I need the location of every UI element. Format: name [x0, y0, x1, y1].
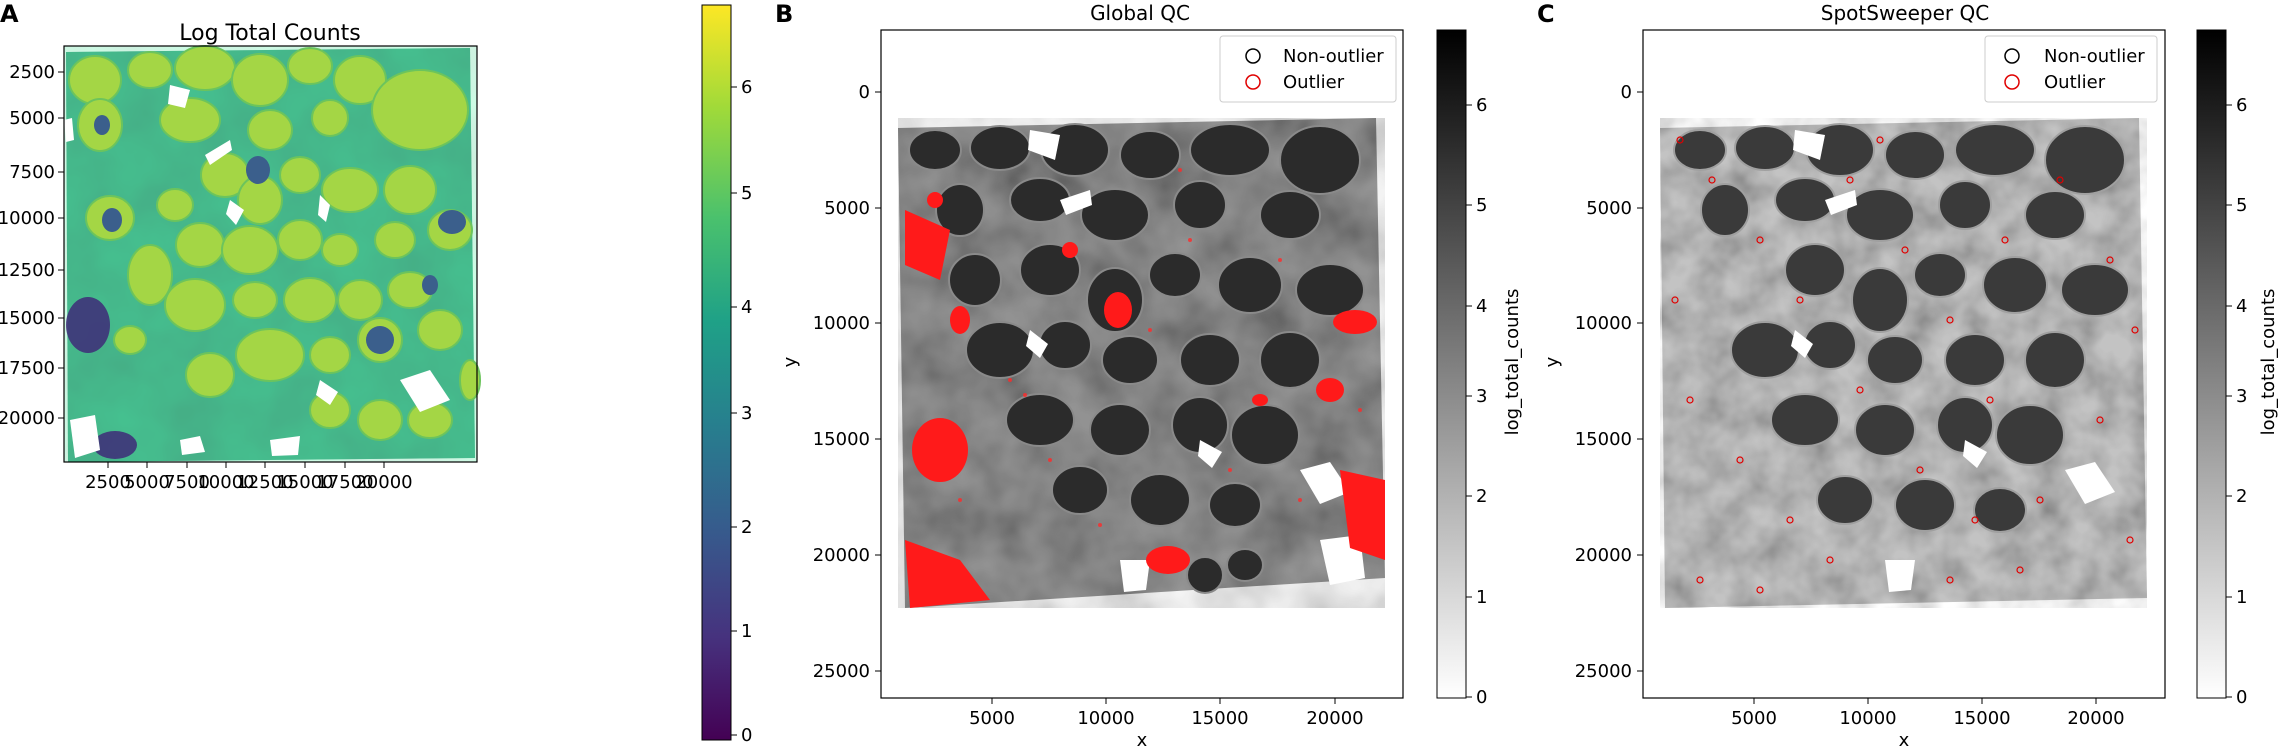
panel-b-colorbar-tick: 0 [1476, 687, 1487, 708]
panel-a-title: Log Total Counts [179, 21, 360, 46]
panel-b-legend: Non-outlier Outlier [1219, 35, 1397, 103]
panel-b-colorbar-tick: 3 [1476, 386, 1487, 407]
panel-c-colorbar: 0 1 2 3 4 5 6 log_total_counts [2196, 29, 2279, 708]
panel-b-colorbar: 0 1 2 3 4 5 6 log_total_counts [1436, 29, 1523, 708]
panel-b-xtick-label: 15000 [1191, 708, 1248, 729]
panel-letter-c: C [1537, 0, 1555, 28]
panel-c-ylabel: y [1542, 356, 1563, 367]
panel-c-xtick-label: 10000 [1839, 708, 1896, 729]
panel-b-ytick-label: 5000 [824, 198, 870, 219]
panel-c-image [1660, 118, 2147, 608]
panel-a-colorbar-tick: 1 [741, 621, 752, 642]
panel-a-ytick-label: 12500 [0, 260, 55, 281]
panel-a-xtick-label: 10000 [197, 472, 254, 493]
panel-c-yticks: 0 5000 10000 15000 20000 25000 [1575, 82, 1643, 682]
panel-c-colorbar-tick: 0 [2236, 687, 2247, 708]
legend-label: Non-outlier [2044, 46, 2145, 67]
legend-marker-non-outlier [1245, 48, 1261, 64]
panel-b-ytick-label: 15000 [813, 429, 870, 450]
panel-b-ytick-label: 20000 [813, 545, 870, 566]
panel-c-xlabel: x [1899, 730, 1910, 748]
panel-a-ytick-label: 7500 [9, 162, 55, 183]
panel-c-ytick-label: 10000 [1575, 313, 1632, 334]
panel-b-ylabel: y [780, 356, 801, 367]
panel-a-yticks: 2500 5000 7500 10000 12500 15000 17500 2… [0, 62, 64, 429]
panel-c-colorbar-label: log_total_counts [2258, 289, 2279, 436]
panel-b-ytick-label: 0 [859, 82, 870, 103]
panel-c-xtick-label: 5000 [1731, 708, 1777, 729]
panel-c-colorbar-tick: 1 [2236, 587, 2247, 608]
legend-label: Non-outlier [1283, 46, 1384, 67]
panel-c-ytick-label: 15000 [1575, 429, 1632, 450]
panel-b: B Global QC [775, 0, 1523, 748]
panel-a-colorbar-tick: 3 [741, 403, 752, 424]
panel-c-ytick-label: 25000 [1575, 661, 1632, 682]
panel-b-xtick-label: 20000 [1306, 708, 1363, 729]
panel-b-title: Global QC [1090, 1, 1190, 25]
panel-a-ytick-label: 2500 [9, 62, 55, 83]
panel-a-xticks: 2500 5000 7500 10000 12500 15000 17500 2… [85, 462, 413, 493]
panel-b-colorbar-tick: 5 [1476, 195, 1487, 216]
panel-a-colorbar-tick: 5 [741, 183, 752, 204]
panel-c-ytick-label: 5000 [1586, 198, 1632, 219]
panel-b-colorbar-tick: 4 [1476, 296, 1487, 317]
panel-a-xtick-label: 2500 [85, 472, 131, 493]
panel-a-ytick-label: 17500 [0, 358, 55, 379]
panel-a-ytick-label: 20000 [0, 408, 55, 429]
panel-letter-b: B [775, 0, 793, 28]
panel-a-axes-frame [63, 45, 478, 463]
panel-a-xtick-label: 15000 [276, 472, 333, 493]
panel-a-colorbar: 0 1 2 3 4 5 6 [701, 4, 752, 746]
panel-a-image [64, 45, 481, 462]
legend-marker-non-outlier [2004, 48, 2020, 64]
panel-a-colorbar-tick: 4 [741, 297, 752, 318]
panel-a-xtick-label: 7500 [164, 472, 210, 493]
panel-a-ytick-label: 5000 [9, 108, 55, 129]
panel-a-colorbar-tick: 6 [741, 77, 752, 98]
panel-c-colorbar-tick: 6 [2236, 95, 2247, 116]
panel-b-colorbar-tick: 1 [1476, 587, 1487, 608]
panel-b-xlabel: x [1137, 730, 1148, 748]
panel-c-axes-frame [1642, 29, 2166, 699]
panel-a: A Log Total Counts [0, 0, 752, 746]
legend-label: Outlier [2044, 72, 2106, 93]
panel-b-xtick-label: 10000 [1077, 708, 1134, 729]
panel-c-ytick-label: 20000 [1575, 545, 1632, 566]
panel-a-xtick-label: 12500 [236, 472, 293, 493]
panel-c-xtick-label: 20000 [2067, 708, 2124, 729]
panel-c-colorbar-tick: 2 [2236, 486, 2247, 507]
panel-c-colorbar-tick: 3 [2236, 386, 2247, 407]
panel-c-xtick-label: 15000 [1953, 708, 2010, 729]
panel-b-xticks: 5000 10000 15000 20000 [969, 698, 1364, 729]
panel-b-colorbar-label: log_total_counts [1502, 289, 1523, 436]
panel-c-colorbar-tick: 5 [2236, 195, 2247, 216]
panel-b-colorbar-tick: 2 [1476, 486, 1487, 507]
legend-label: Outlier [1283, 72, 1345, 93]
panel-b-ytick-label: 25000 [813, 661, 870, 682]
legend-marker-outlier [2004, 74, 2020, 90]
panel-c-legend: Non-outlier Outlier [1984, 35, 2158, 103]
panel-c-title: SpotSweeper QC [1821, 1, 1989, 25]
panel-letter-a: A [0, 0, 19, 28]
panel-c-xticks: 5000 10000 15000 20000 [1731, 698, 2125, 729]
panel-c-colorbar-tick: 4 [2236, 296, 2247, 317]
panel-a-xtick-label: 20000 [355, 472, 412, 493]
panel-b-image [898, 118, 1385, 608]
panel-a-xtick-label: 5000 [124, 472, 170, 493]
panel-b-colorbar-tick: 6 [1476, 95, 1487, 116]
panel-a-xtick-label: 17500 [316, 472, 373, 493]
panel-c: C SpotSweeper QC [1537, 0, 2279, 748]
panel-a-ytick-label: 10000 [0, 208, 55, 229]
panel-b-ytick-label: 10000 [813, 313, 870, 334]
panel-b-xtick-label: 5000 [969, 708, 1015, 729]
panel-c-ytick-label: 0 [1621, 82, 1632, 103]
legend-marker-outlier [1245, 74, 1261, 90]
panel-b-yticks: 0 5000 10000 15000 20000 25000 [813, 82, 881, 682]
panel-a-colorbar-tick: 2 [741, 517, 752, 538]
panel-b-axes-frame [880, 29, 1404, 699]
panel-a-colorbar-tick: 0 [741, 725, 752, 746]
panel-a-ytick-label: 15000 [0, 308, 55, 329]
